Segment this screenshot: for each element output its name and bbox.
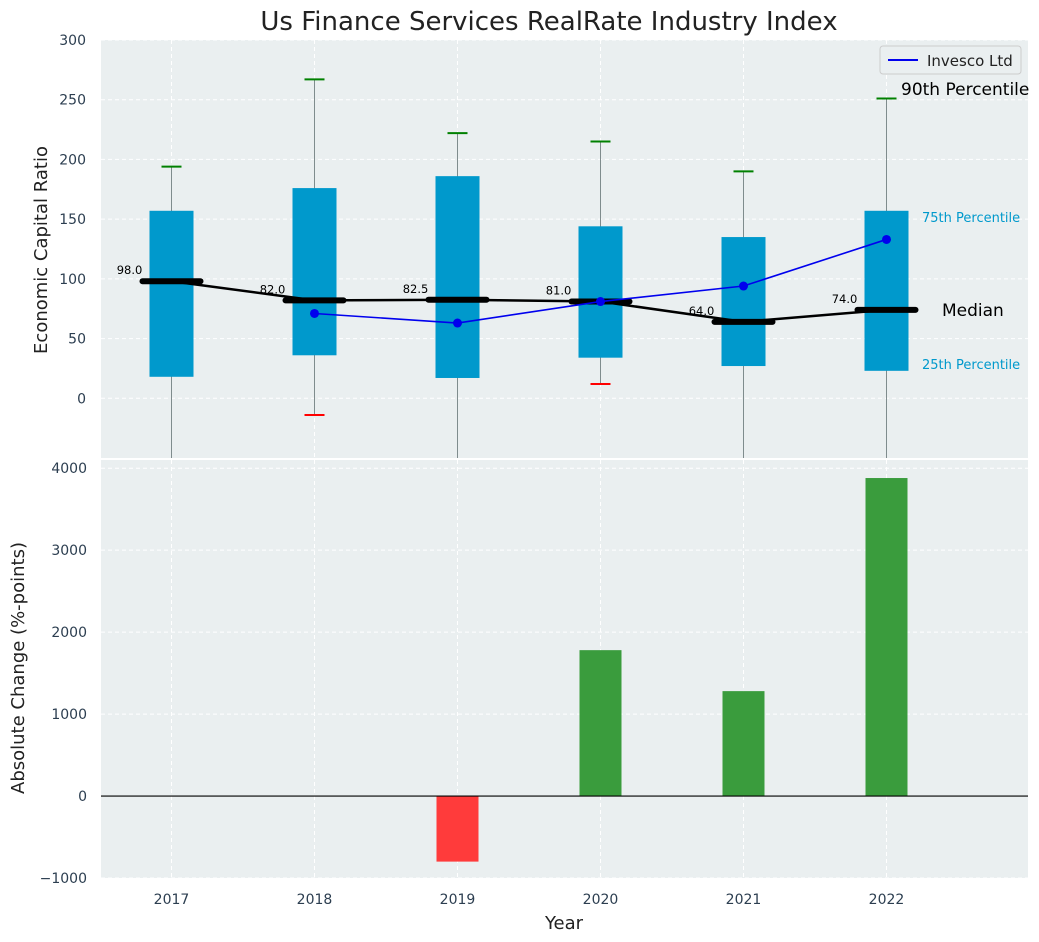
top-y-axis-label: Economic Capital Ratio [31, 146, 52, 354]
x-ticks: 2017 2018 2019 2020 2021 2022 [154, 892, 905, 908]
bottom-y-tick-label: 3000 [51, 543, 87, 559]
annotation-median: Median [942, 301, 1004, 321]
bottom-y-axis-label: Absolute Change (%-points) [8, 542, 29, 794]
change-bar [722, 691, 765, 797]
iqr-box [292, 188, 337, 356]
bottom-y-tick-label: 4000 [51, 461, 87, 477]
bottom-y-tick-label: −1000 [40, 871, 87, 887]
legend: Invesco Ltd [879, 45, 1022, 75]
median-value-label: 74.0 [832, 292, 858, 306]
top-chart-marks: 98.0 82.0 82.5 81.0 64.0 74.0 [117, 78, 919, 458]
bottom-y-tick-label: 0 [78, 789, 87, 805]
iqr-box [435, 176, 480, 378]
bottom-y-ticks: −1000 0 1000 2000 3000 4000 [40, 461, 87, 887]
change-bar [436, 796, 479, 862]
bottom-chart-marks [101, 478, 1028, 862]
x-tick-label: 2018 [297, 892, 333, 908]
invesco-point [882, 234, 891, 244]
chart-title: Us Finance Services RealRate Industry In… [260, 7, 837, 37]
bottom-y-tick-label: 2000 [51, 625, 87, 641]
top-y-ticks: 0 50 100 150 200 250 300 [59, 33, 86, 407]
invesco-point [596, 297, 605, 307]
median-value-label: 82.5 [403, 282, 429, 296]
annotation-75th-percentile: 75th Percentile [922, 211, 1020, 226]
median-value-label: 64.0 [689, 304, 715, 318]
annotation-25th-percentile: 25th Percentile [922, 358, 1020, 373]
x-axis-label: Year [544, 913, 584, 934]
iqr-box [721, 237, 766, 367]
top-y-tick-label: 200 [59, 152, 86, 168]
legend-invesco-label: Invesco Ltd [927, 52, 1013, 70]
x-tick-label: 2017 [154, 892, 190, 908]
iqr-box [578, 226, 623, 358]
median-value-label: 82.0 [260, 282, 286, 296]
top-y-tick-label: 250 [59, 93, 86, 109]
median-value-label: 81.0 [546, 284, 572, 298]
top-y-tick-label: 0 [77, 391, 86, 407]
x-tick-label: 2022 [869, 892, 905, 908]
top-y-tick-label: 300 [59, 33, 86, 49]
bottom-y-tick-label: 1000 [51, 707, 87, 723]
x-tick-label: 2019 [440, 892, 476, 908]
iqr-box [149, 210, 194, 377]
median-value-label: 98.0 [117, 263, 143, 277]
top-y-tick-label: 50 [68, 332, 86, 348]
x-tick-label: 2020 [583, 892, 619, 908]
top-gridlines [101, 39, 1028, 458]
top-y-tick-label: 150 [59, 212, 86, 228]
change-bar [865, 478, 908, 797]
x-tick-label: 2021 [726, 892, 762, 908]
invesco-point [453, 318, 462, 328]
legend-frame [879, 45, 1022, 75]
top-y-tick-label: 100 [59, 272, 86, 288]
invesco-point [310, 308, 319, 318]
iqr-box [864, 210, 909, 371]
invesco-point [739, 281, 748, 291]
annotation-90th-percentile: 90th Percentile [901, 80, 1029, 100]
change-bar [579, 650, 622, 797]
